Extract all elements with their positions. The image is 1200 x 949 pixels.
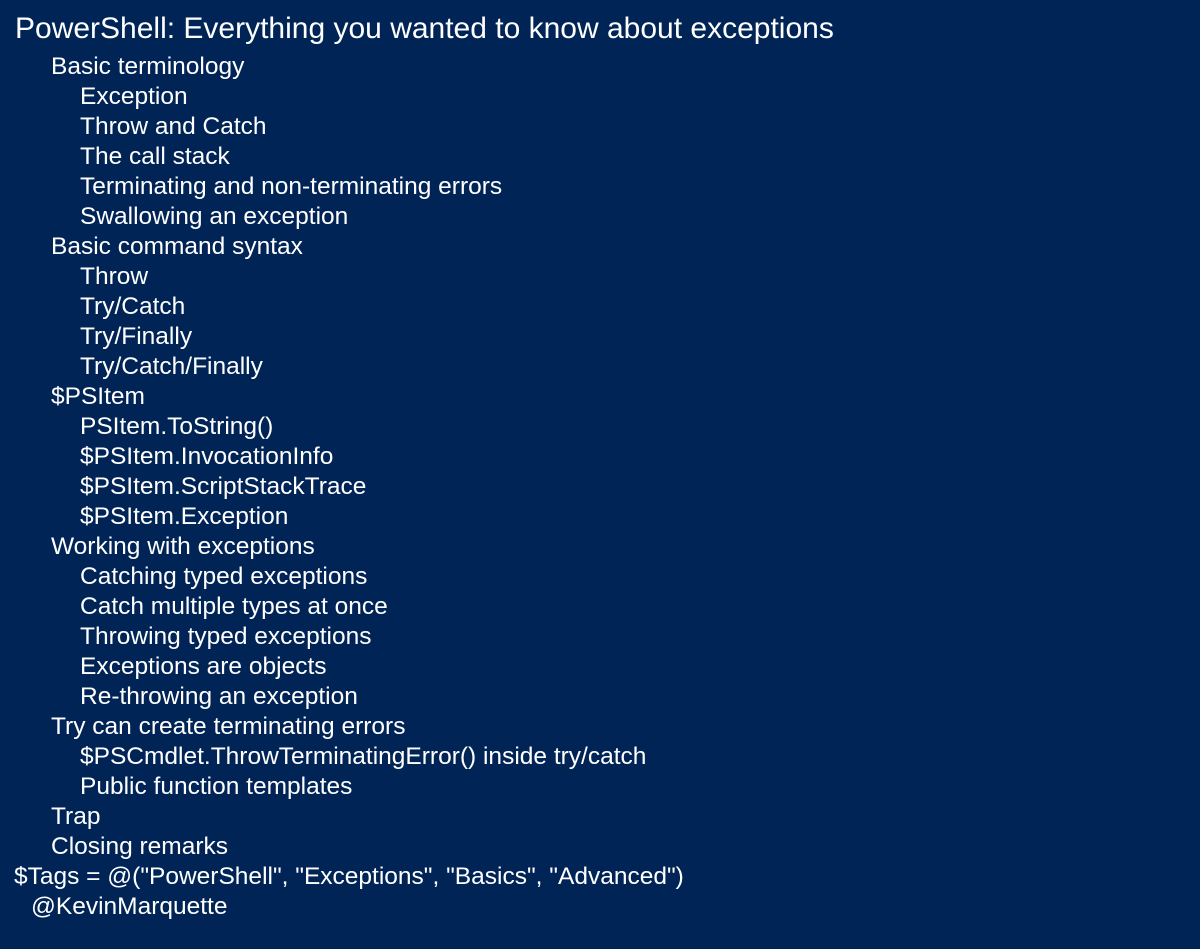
outline-subsection: The call stack: [80, 143, 230, 170]
outline-list: Basic terminology Exception Throw and Catc…: [0, 52, 646, 862]
outline-section: Working with exceptions: [51, 533, 315, 560]
outline-subsection: Catching typed exceptions: [80, 563, 368, 590]
outline-subsection: Throwing typed exceptions: [80, 623, 372, 650]
outline-subsection: $PSCmdlet.ThrowTerminatingError() inside…: [80, 743, 647, 770]
outline-subsection: $PSItem.Exception: [80, 503, 289, 530]
outline-subsection: $PSItem.InvocationInfo: [80, 443, 334, 470]
outline-subsection: Exceptions are objects: [80, 653, 327, 680]
author-handle: @KevinMarquette: [31, 893, 228, 920]
outline-subsection: Throw: [80, 263, 149, 290]
outline-subsection: Try/Catch: [80, 293, 186, 320]
outline-subsection: Re-throwing an exception: [80, 683, 358, 710]
outline-section: Closing remarks: [51, 833, 228, 860]
outline-section: Basic terminology: [51, 53, 245, 80]
outline-section: $PSItem: [51, 383, 145, 410]
page-title: PowerShell: Everything you wanted to kno…: [15, 12, 834, 45]
outline-subsection: Catch multiple types at once: [80, 593, 388, 620]
outline-subsection: Swallowing an exception: [80, 203, 349, 230]
outline-subsection: Try/Finally: [80, 323, 193, 350]
outline-section: Basic command syntax: [51, 233, 303, 260]
outline-subsection: Try/Catch/Finally: [80, 353, 263, 380]
outline-subsection: $PSItem.ScriptStackTrace: [80, 473, 367, 500]
outline-subsection: Public function templates: [80, 773, 353, 800]
outline-subsection: Terminating and non-terminating errors: [80, 173, 503, 200]
tags-line: $Tags = @("PowerShell", "Exceptions", "B…: [14, 863, 684, 890]
outline-subsection: PSItem.ToString(): [80, 413, 274, 440]
outline-section: Trap: [51, 803, 101, 830]
outline-subsection: Throw and Catch: [80, 113, 267, 140]
outline-subsection: Exception: [80, 83, 188, 110]
outline-section: Try can create terminating errors: [51, 713, 406, 740]
